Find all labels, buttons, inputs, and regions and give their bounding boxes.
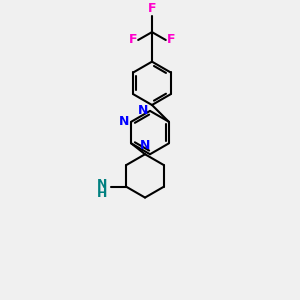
Text: F: F [129,34,137,46]
Text: H: H [97,187,107,200]
Text: N: N [119,115,129,128]
Text: F: F [148,2,156,15]
Text: F: F [167,34,175,46]
Text: N: N [138,104,148,117]
Text: N: N [140,139,150,152]
Text: N: N [97,178,107,191]
